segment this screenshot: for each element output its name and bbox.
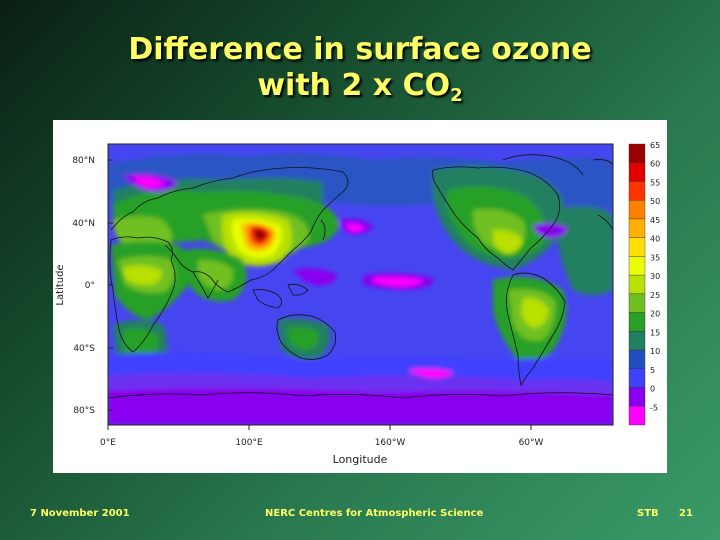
colorbar-label: -5	[650, 403, 658, 412]
colorbar-label: 30	[650, 272, 660, 281]
x-axis-label: Longitude	[333, 453, 388, 466]
colorbar-swatch	[628, 256, 646, 276]
x-axis: 0°E 100°E 160°W 60°W Longitude	[100, 425, 544, 466]
footer-date: 7 November 2001	[30, 508, 130, 519]
colorbar-swatch	[628, 387, 646, 407]
ozone-map-svg: 80°N 40°N 0° 40°S 80°S Latitude 0°E 100°…	[55, 141, 660, 466]
colorbar-label: 50	[650, 197, 660, 206]
colorbar-swatch	[628, 218, 646, 238]
title-line-2: with 2 x CO2	[0, 68, 720, 114]
x-tick-160w: 160°W	[375, 438, 406, 448]
title-line-1: Difference in surface ozone	[128, 32, 592, 67]
colorbar-label: 65	[650, 141, 660, 150]
colorbar-swatch	[628, 181, 646, 201]
y-tick-0: 0°	[85, 281, 95, 291]
title-line-2-main: with 2 x CO	[257, 68, 451, 103]
colorbar-swatch	[628, 237, 646, 257]
colorbar-swatch	[628, 274, 646, 295]
x-tick-100e: 100°E	[235, 438, 263, 448]
colorbar-label: 55	[650, 178, 660, 187]
y-axis-label: Latitude	[55, 264, 66, 305]
colorbar-swatch	[628, 162, 646, 182]
colorbar-swatch	[628, 293, 646, 313]
colorbar-swatch	[628, 368, 646, 388]
colorbar-swatch	[628, 312, 646, 332]
colorbar-swatch	[628, 143, 646, 163]
colorbar-label: 35	[650, 253, 660, 262]
colorbar-swatch	[628, 349, 646, 369]
colorbar-swatch	[628, 199, 646, 220]
ozone-map-figure: 80°N 40°N 0° 40°S 80°S Latitude 0°E 100°…	[53, 120, 667, 473]
x-tick-60w: 60°W	[519, 438, 544, 448]
colorbar-label: 60	[650, 160, 660, 169]
footer-center: NERC Centres for Atmospheric Science	[265, 508, 484, 519]
slide-title: Difference in surface ozone with 2 x CO2	[0, 32, 720, 114]
colorbar-swatch	[628, 331, 646, 351]
title-subscript: 2	[450, 85, 463, 106]
colorbar-label: 15	[650, 328, 660, 337]
colorbar-label: 45	[650, 216, 660, 225]
colorbar-swatch	[628, 406, 646, 426]
y-tick-40s: 40°S	[73, 344, 95, 354]
y-tick-40n: 40°N	[72, 219, 95, 229]
colorbar-label: 40	[650, 235, 660, 244]
colorbar-label: 0	[650, 385, 655, 394]
y-axis: 80°N 40°N 0° 40°S 80°S Latitude	[55, 156, 113, 416]
colorbar-label: 5	[650, 366, 655, 375]
footer-initials: STB	[637, 508, 659, 519]
y-tick-80n: 80°N	[72, 156, 95, 166]
colorbar-label: 25	[650, 291, 660, 300]
footer-page: 21	[679, 508, 693, 519]
map-field	[108, 144, 613, 425]
colorbar-label: 10	[650, 347, 660, 356]
coastlines	[108, 154, 613, 399]
x-tick-0e: 0°E	[100, 438, 116, 448]
colorbar-label: 20	[650, 310, 660, 319]
y-tick-80s: 80°S	[73, 406, 95, 416]
